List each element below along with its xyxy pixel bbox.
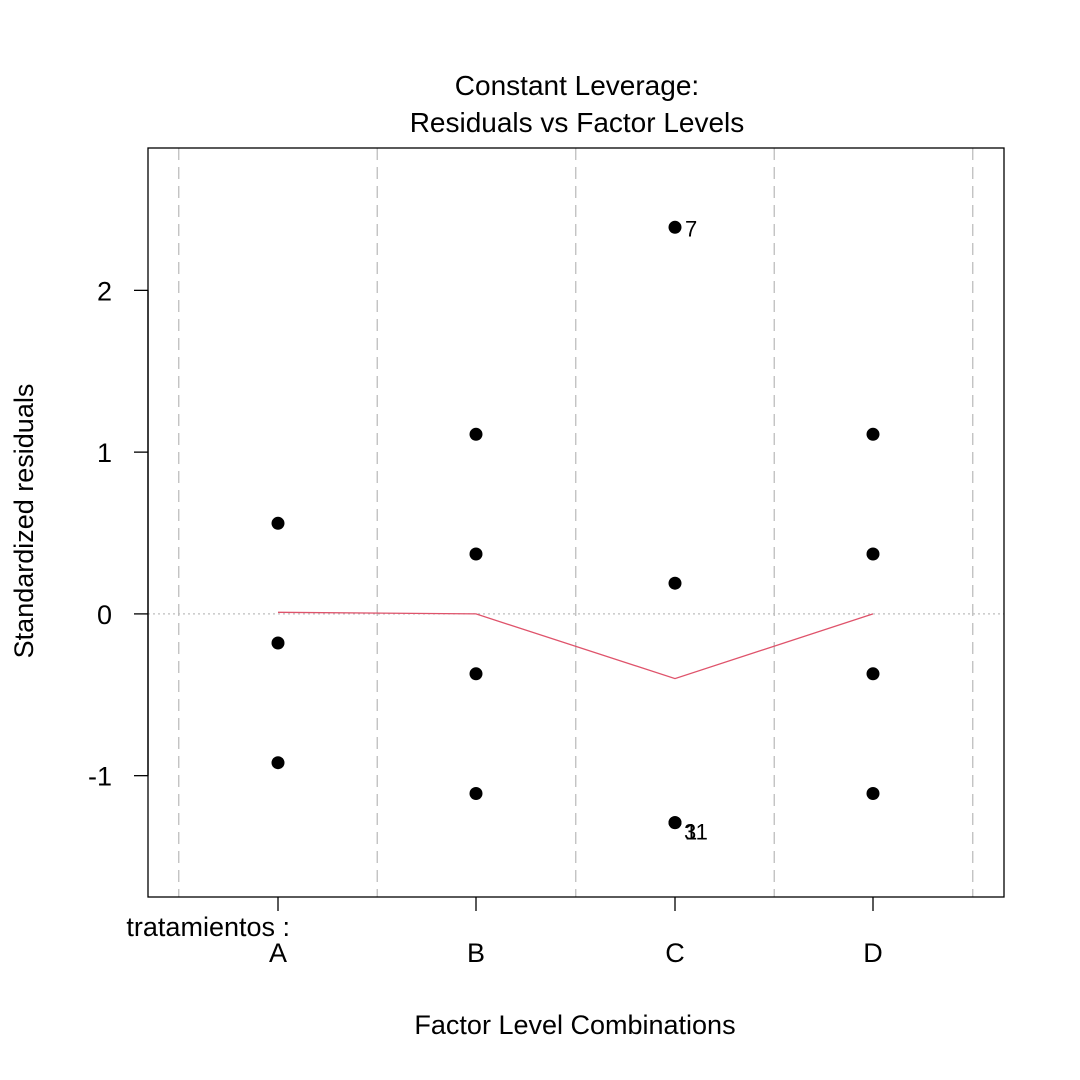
data-point xyxy=(866,667,880,681)
x-axis: A B C D xyxy=(269,897,883,968)
smoother-path xyxy=(277,611,874,680)
plot-frame xyxy=(147,147,1005,898)
data-point xyxy=(271,516,285,530)
y-axis: -1 0 1 2 xyxy=(88,276,149,792)
y-tick-label: 1 xyxy=(97,438,112,468)
x-tick-label: D xyxy=(863,938,883,968)
point-label: 3 xyxy=(684,820,696,845)
y-tick-label: 0 xyxy=(97,600,112,630)
y-tick-label: 2 xyxy=(97,276,112,306)
data-point xyxy=(668,816,682,830)
point-label: 7 xyxy=(685,216,697,241)
x-tick-label: B xyxy=(467,938,485,968)
data-point xyxy=(469,427,483,441)
chart-subtitle: Residuals vs Factor Levels xyxy=(410,107,745,138)
data-point xyxy=(271,756,285,770)
y-tick-label: -1 xyxy=(88,762,112,792)
grid-lines xyxy=(178,148,974,897)
data-points xyxy=(271,220,880,830)
chart-title: Constant Leverage: xyxy=(455,70,699,101)
data-point xyxy=(668,220,682,234)
data-point xyxy=(469,787,483,800)
point-labels: 7 311 xyxy=(684,216,708,844)
data-point xyxy=(469,667,483,681)
x-axis-label: Factor Level Combinations xyxy=(414,1010,735,1040)
data-point xyxy=(271,636,285,650)
data-point xyxy=(668,576,682,590)
data-point xyxy=(866,547,880,561)
x-tick-label: A xyxy=(269,938,287,968)
data-point xyxy=(866,427,880,441)
y-axis-label: Standardized residuals xyxy=(9,384,39,659)
smoother-line xyxy=(277,611,874,680)
data-point xyxy=(866,787,880,800)
x-tick-label: C xyxy=(665,938,685,968)
factor-label: tratamientos : xyxy=(126,912,290,942)
point-label: 11 xyxy=(685,820,708,845)
data-point xyxy=(469,547,483,561)
